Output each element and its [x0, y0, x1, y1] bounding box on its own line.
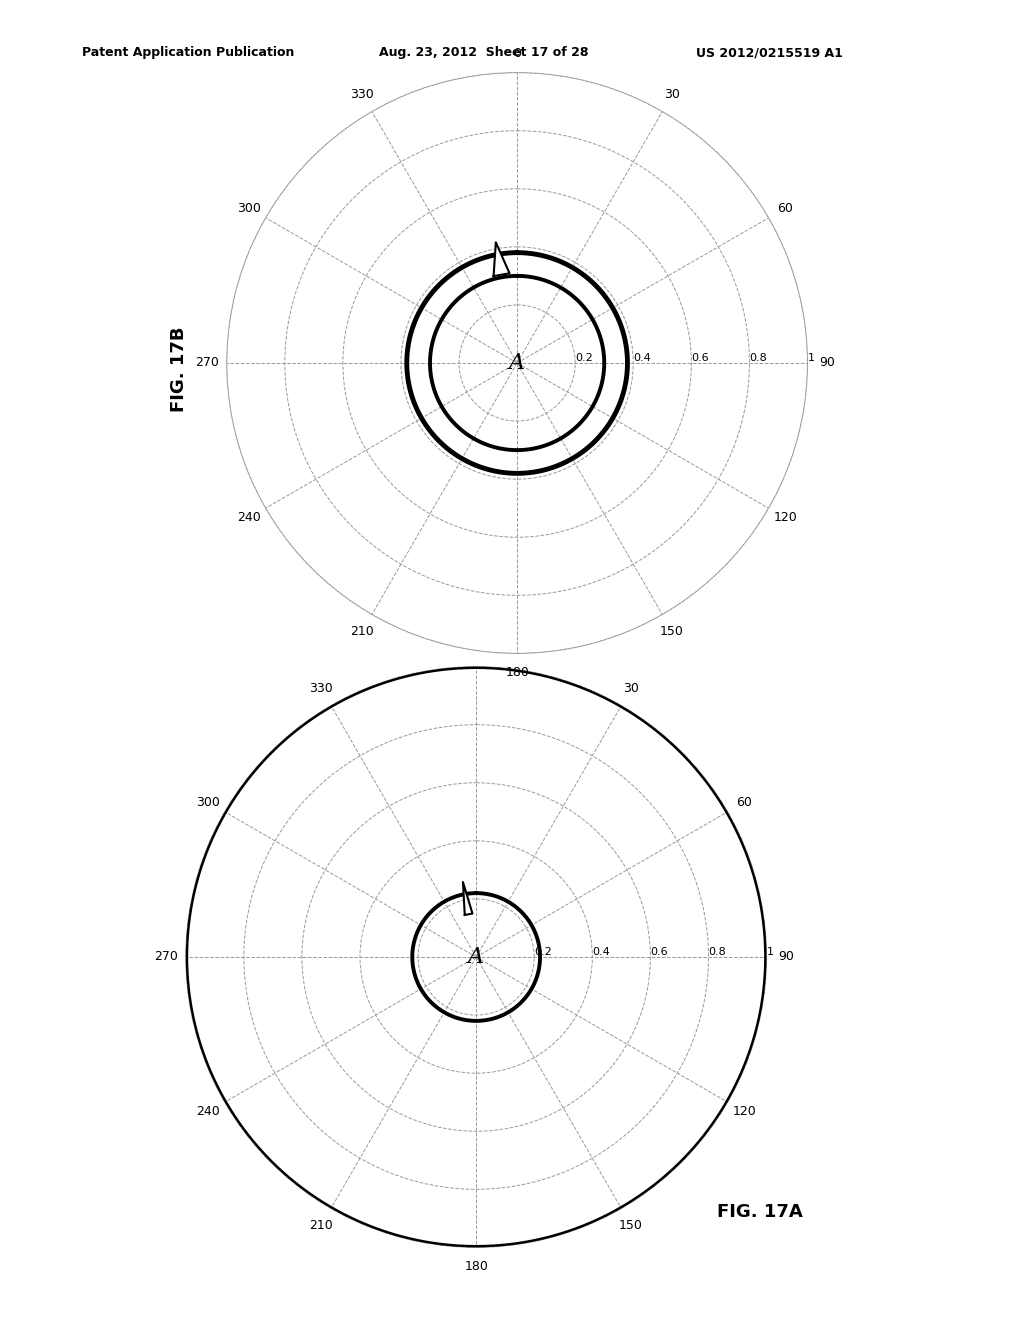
Text: FIG. 17B: FIG. 17B [170, 327, 188, 412]
Text: US 2012/0215519 A1: US 2012/0215519 A1 [696, 46, 843, 59]
Text: FIG. 17A: FIG. 17A [717, 1203, 803, 1221]
Text: A: A [509, 352, 525, 374]
Text: A: A [468, 946, 484, 968]
Polygon shape [463, 882, 472, 915]
Text: Aug. 23, 2012  Sheet 17 of 28: Aug. 23, 2012 Sheet 17 of 28 [379, 46, 589, 59]
Polygon shape [494, 243, 510, 276]
Text: Patent Application Publication: Patent Application Publication [82, 46, 294, 59]
